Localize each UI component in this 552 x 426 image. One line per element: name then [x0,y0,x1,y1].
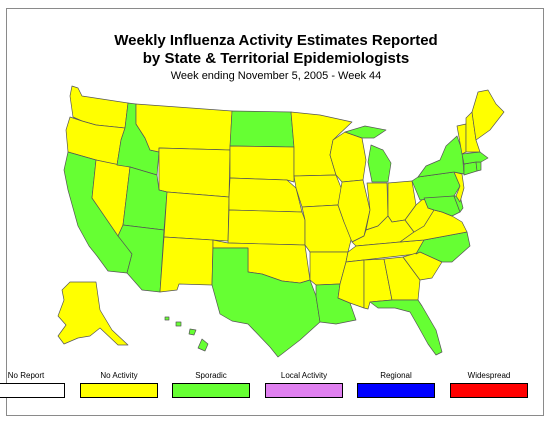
state-maine [471,89,505,141]
legend-item-no-report: No Report [0,371,65,398]
legend-swatch [0,383,65,398]
legend-label: Sporadic [195,371,227,380]
state-north-dakota [229,110,295,148]
legend-item-widespread: Widespread [450,371,528,398]
legend-label: No Activity [100,371,138,380]
state-new-york [417,135,465,178]
state-colorado [163,191,230,242]
legend-swatch [172,383,250,398]
legend-label: Widespread [467,371,511,380]
legend-label: Regional [380,371,412,380]
state-montana [135,103,233,153]
state-wyoming [158,147,231,198]
state-south-dakota [229,145,295,183]
legend-item-sporadic: Sporadic [172,371,250,398]
state-kansas [227,209,306,246]
state-arizona [117,224,165,293]
legend-swatch [450,383,528,398]
state-iowa [293,174,343,208]
legend-swatch [265,383,343,398]
legend-item-regional: Regional [357,371,435,398]
legend-label: No Report [7,371,45,380]
legend-swatch [80,383,158,398]
legend-label: Local Activity [280,371,328,380]
state-hawaii-maui [188,328,197,336]
state-massachusetts [461,151,489,165]
map-subtitle: Week ending November 5, 2005 - Week 44 [170,70,382,82]
state-hawaii-oahu [175,321,182,327]
title-line-2: by State & Territorial Epidemiologists [142,50,410,67]
state-georgia [383,256,421,301]
title-line-1: Weekly Influenza Activity Estimates Repo… [114,32,438,49]
state-new-jersey [453,171,465,203]
map-title: Weekly Influenza Activity Estimates Repo… [0,32,552,68]
legend-item-no-activity: No Activity [80,371,158,398]
state-michigan-upper [344,125,387,139]
state-florida [369,299,443,356]
state-alaska [57,281,129,346]
state-rhode-island [475,161,482,172]
state-hawaii-big-island [197,338,209,352]
state-new-hampshire [465,111,481,153]
state-hawaii-kauai [164,316,170,321]
legend-swatch [357,383,435,398]
state-michigan-lower [367,144,392,183]
legend-item-local-activity: Local Activity [265,371,343,398]
state-nebraska [228,177,303,213]
state-new-mexico [159,236,214,293]
